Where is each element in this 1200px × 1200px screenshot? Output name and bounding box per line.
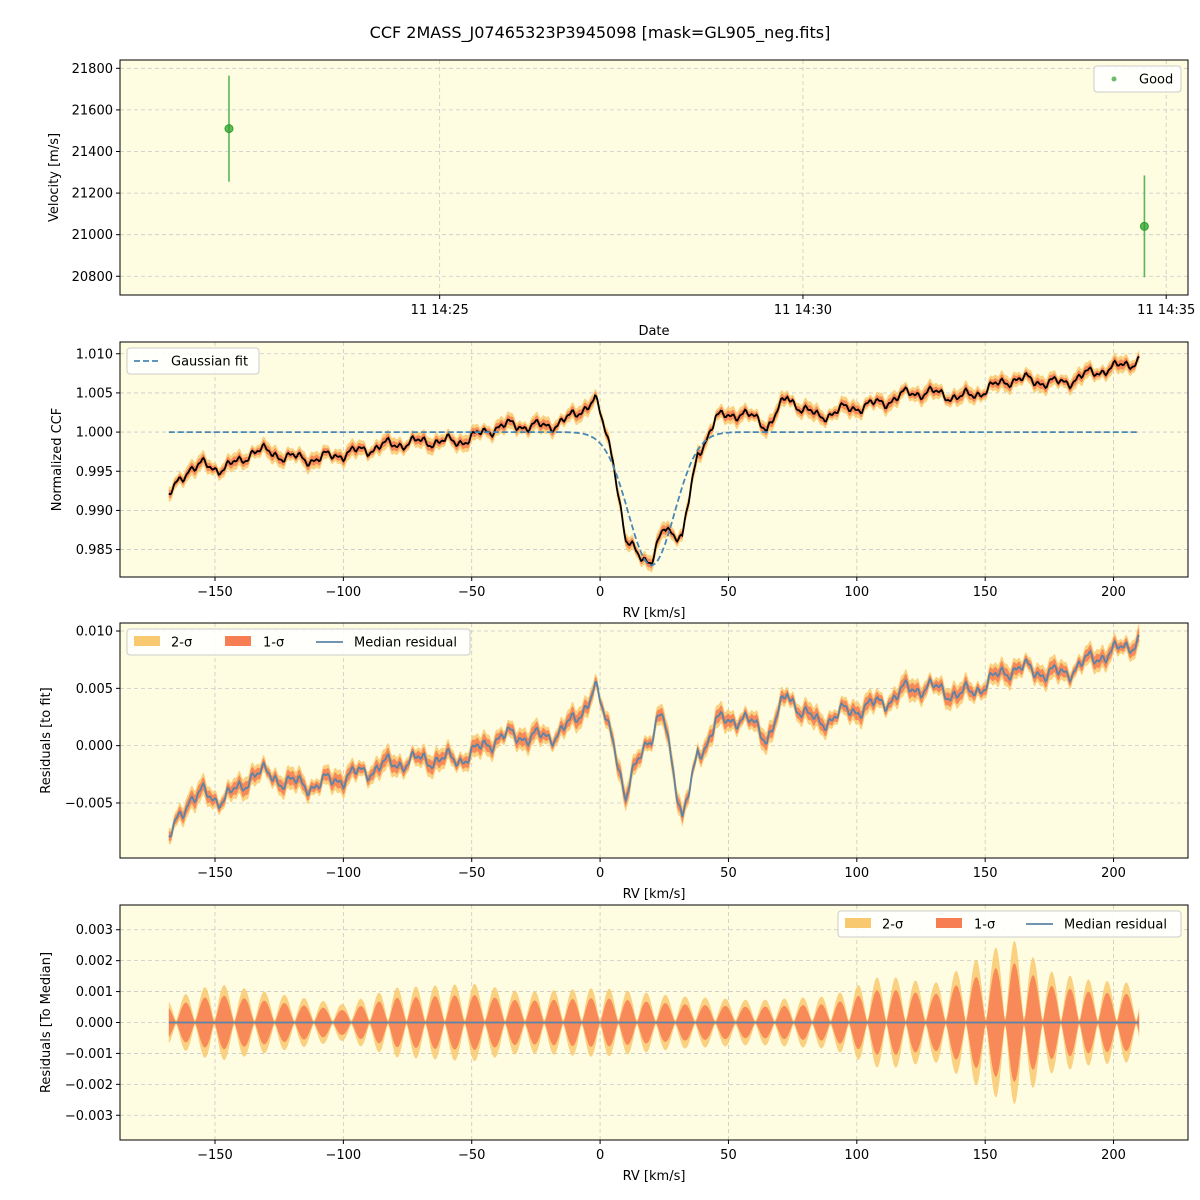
ccf-ytick-label: 1.000: [76, 426, 113, 441]
legend-good-marker: [1111, 76, 1117, 82]
resmed-xtick-label: −50: [458, 1148, 485, 1163]
resmed-xtick-label: 100: [844, 1148, 869, 1163]
velocity-background: [120, 60, 1188, 295]
velocity-xtick-label: 11 14:25: [411, 303, 469, 318]
velocity-ylabel: Velocity [m/s]: [47, 133, 62, 222]
legend-median-label: Median residual: [1064, 918, 1167, 933]
resfit-xtick-label: −150: [197, 866, 233, 881]
resfit-xtick-label: 0: [596, 866, 604, 881]
resfit-ylabel: Residuals [to fit]: [39, 687, 54, 793]
resmed-ytick-label: −0.003: [65, 1109, 113, 1124]
resmed-ytick-label: −0.001: [65, 1047, 113, 1062]
resfit-xtick-label: −50: [458, 866, 485, 881]
resmed-xtick-label: 200: [1101, 1148, 1126, 1163]
velocity-point: [1139, 221, 1149, 231]
ccf-ytick-label: 0.995: [76, 465, 113, 480]
resfit-xlabel: RV [km/s]: [623, 887, 686, 902]
residuals-median-panel: −150 −100 −50 0 50 100 150 200 −0.003 −0.002 −0.00…: [39, 904, 1189, 1184]
resmed-ytick-label: 0.002: [76, 954, 113, 969]
ccf-band-2sigma: [168, 350, 1140, 573]
ccf-ytick-label: 0.990: [76, 504, 113, 519]
legend-gauss-label: Gaussian fit: [171, 355, 248, 370]
velocity-ytick-label: 21400: [72, 145, 113, 160]
resfit-ytick-label: 0.005: [76, 682, 113, 697]
velocity-ytick-label: 21800: [72, 62, 113, 77]
legend-box: [126, 347, 260, 375]
resmed-ylabel: Residuals [To Median]: [39, 952, 54, 1093]
legend-box: [1093, 65, 1182, 93]
resmed-ytick-label: 0.001: [76, 985, 113, 1000]
legend-1sigma-swatch: [936, 918, 962, 928]
ccf-ytick-label: 0.985: [76, 543, 113, 558]
resmed-ytick-label: 0.000: [76, 1016, 113, 1031]
resmed-xtick-label: −100: [325, 1148, 361, 1163]
velocity-ytick-label: 21600: [72, 103, 113, 118]
velocity-point: [224, 124, 234, 134]
ccf-xlabel: RV [km/s]: [623, 606, 686, 621]
resmed-xtick-label: −150: [197, 1148, 233, 1163]
ccf-xtick-label: −100: [325, 585, 361, 600]
resmed-xlabel: RV [km/s]: [623, 1169, 686, 1184]
legend-median-label: Median residual: [354, 636, 457, 651]
resfit-ytick-label: 0.000: [76, 739, 113, 754]
legend-2sigma-label: 2-σ: [171, 636, 192, 651]
ccf-ytick-label: 1.005: [76, 386, 113, 401]
legend-box: [837, 910, 1182, 938]
resfit-xtick-label: 200: [1101, 866, 1126, 881]
ccf-median-line: [168, 355, 1140, 567]
resfit-xtick-label: 100: [844, 866, 869, 881]
ccf-xtick-label: −150: [197, 585, 233, 600]
legend-2sigma-swatch: [845, 918, 871, 928]
resmed-legend: 2-σ 1-σ Median residual: [837, 910, 1182, 938]
resfit-frame: [119, 622, 1189, 859]
legend-1sigma-swatch: [225, 636, 251, 646]
resfit-legend: 2-σ 1-σ Median residual: [126, 628, 471, 656]
legend-1sigma-label: 1-σ: [974, 918, 995, 933]
resmed-ytick-label: −0.002: [65, 1078, 113, 1093]
ccf-panel: −150 −100 −50 0 50 100 150 200 0.985 0.990 0.995 1.…: [50, 341, 1189, 621]
ccf-frame: [119, 341, 1189, 578]
legend-2sigma-label: 2-σ: [882, 918, 903, 933]
resfit-median-line: [168, 634, 1140, 838]
legend-box: [126, 628, 471, 656]
gaussian-fit-line: [168, 431, 1140, 567]
residuals-fit-panel: −150 −100 −50 0 50 100 150 200 −0.005 0.000 0.005 0…: [39, 622, 1189, 902]
velocity-ytick-label: 21000: [72, 228, 113, 243]
ccf-xtick-label: 100: [844, 585, 869, 600]
velocity-xlabel: Date: [638, 324, 669, 339]
legend-good-label: Good: [1139, 73, 1173, 88]
velocity-ytick-label: 21200: [72, 187, 113, 202]
resfit-ytick-label: 0.010: [76, 625, 113, 640]
resfit-xtick-label: −100: [325, 866, 361, 881]
ccf-ylabel: Normalized CCF: [50, 408, 65, 512]
ccf-legend: Gaussian fit: [126, 347, 260, 375]
resmed-frame: [119, 904, 1189, 1141]
resfit-xtick-label: 150: [973, 866, 998, 881]
resfit-xtick-label: 50: [720, 866, 737, 881]
resfit-ytick-label: −0.005: [65, 796, 113, 811]
ccf-ytick-label: 1.010: [76, 347, 113, 362]
legend-2sigma-swatch: [134, 636, 160, 646]
velocity-ytick-label: 20800: [72, 270, 113, 285]
ccf-xtick-label: 150: [973, 585, 998, 600]
velocity-panel: 11 14:25 11 14:30 11 14:35 20800 21000 21200 2…: [47, 59, 1195, 339]
resmed-ytick-label: 0.003: [76, 923, 113, 938]
velocity-legend: Good: [1093, 65, 1182, 93]
ccf-xtick-label: 200: [1101, 585, 1126, 600]
resmed-xtick-label: 50: [720, 1148, 737, 1163]
ccf-xtick-label: 0: [596, 585, 604, 600]
figure-title: CCF 2MASS_J07465323P3945098 [mask=GL905_…: [370, 23, 831, 43]
resmed-xtick-label: 0: [596, 1148, 604, 1163]
velocity-frame: [119, 59, 1189, 296]
ccf-xtick-label: 50: [720, 585, 737, 600]
velocity-xtick-label: 11 14:30: [774, 303, 832, 318]
velocity-xtick-label: 11 14:35: [1137, 303, 1195, 318]
legend-1sigma-label: 1-σ: [263, 636, 284, 651]
ccf-xtick-label: −50: [458, 585, 485, 600]
resmed-xtick-label: 150: [973, 1148, 998, 1163]
